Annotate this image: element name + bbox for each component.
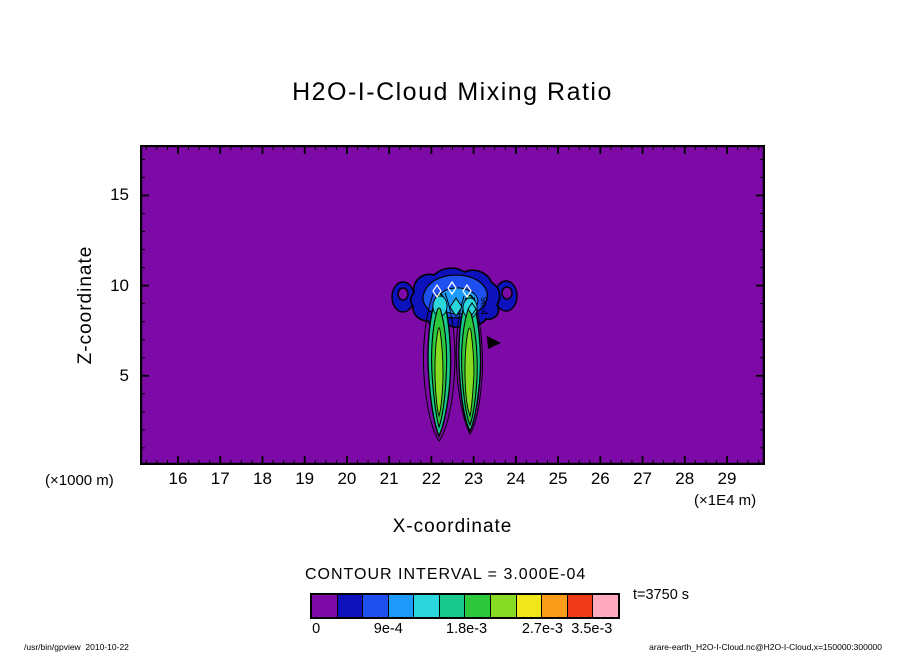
x-axis-tick-labels: 16 17 18 19 20 21 22 23 24 25 26 27 28 29 (140, 469, 765, 491)
colorbar-tick-label: 2.7e-3 (521, 621, 563, 637)
source-footer: arare-earth_H2O-I-Cloud.nc@H2O-I-Cloud,x… (649, 642, 882, 652)
colorbar-cell (362, 595, 388, 617)
cloud-curl-left (391, 281, 415, 313)
x-tick-label: 16 (168, 469, 188, 488)
diamond-outline-2 (447, 280, 457, 296)
x-tick-label: 26 (590, 469, 610, 488)
streak-halo-left (422, 292, 456, 442)
x-tick-label: 24 (506, 469, 526, 488)
colorbar-tick-label: 1.8e-3 (446, 621, 488, 637)
plot-frame (140, 145, 765, 465)
colorbar-cell (592, 595, 618, 617)
colorbar-tick-labels: 0 9e-4 1.8e-3 2.7e-3 3.5e-3 (310, 621, 617, 639)
colorbar-cell (336, 595, 363, 617)
colorbar-cell (413, 595, 439, 617)
chart-title: H2O-I-Cloud Mixing Ratio (292, 78, 613, 106)
fall-streak-right-core (464, 327, 475, 418)
x-tick-label: 29 (717, 469, 737, 488)
y-axis-unit: (×1000 m) (45, 472, 114, 489)
contour-interval-label: CONTOUR INTERVAL = 3.000E-04 (305, 566, 587, 583)
x-tick-label: 21 (379, 469, 399, 488)
x-axis-unit: (×1E4 m) (694, 492, 757, 509)
colorbar-cell (387, 595, 414, 617)
x-tick-label: 17 (210, 469, 230, 488)
x-tick-label: 22 (421, 469, 441, 488)
colorbar-cell (566, 595, 593, 617)
colorbar (310, 593, 620, 619)
cloud-contours: 9e-4 (391, 267, 518, 442)
x-tick-label: 25 (548, 469, 568, 488)
x-axis-title: X-coordinate (392, 516, 513, 537)
colorbar-cell (515, 595, 542, 617)
colorbar-cell (312, 595, 337, 617)
diamond-outline-3 (462, 283, 472, 299)
x-tick-label: 28 (675, 469, 695, 488)
colorbar-tick-label: 9e-4 (373, 621, 403, 637)
colorbar-cell (541, 595, 567, 617)
colorbar-tick-label: 0 (312, 621, 321, 637)
y-axis-tick-labels: 5 10 15 (92, 145, 129, 465)
contour-label-pointer (487, 336, 501, 349)
x-tick-label: 20 (337, 469, 357, 488)
x-tick-label: 19 (295, 469, 315, 488)
x-tick-label: 27 (633, 469, 652, 488)
contour-plot-canvas: 9e-4 (140, 145, 765, 465)
cloud-curl-right (494, 280, 518, 312)
colorbar-cell (490, 595, 516, 617)
y-tick-label: 5 (119, 365, 129, 385)
command-footer: /usr/bin/gpview 2010-10-22 (24, 642, 129, 652)
fall-streak-left-core (434, 327, 444, 418)
streak-halo-right (455, 295, 484, 435)
colorbar-cell (464, 595, 491, 617)
plot-area: 9e-4 (140, 145, 765, 465)
y-tick-label: 15 (110, 185, 129, 205)
contour-value-label: 9e-4 (479, 297, 489, 315)
diamond-contour-small (467, 302, 477, 316)
diamond-contour-center (449, 297, 463, 317)
x-tick-label: 18 (252, 469, 272, 488)
colorbar-cell (438, 595, 465, 617)
x-tick-label: 23 (464, 469, 484, 488)
colorbar-tick-label: 3.5e-3 (571, 621, 613, 637)
y-tick-label: 10 (110, 275, 129, 295)
time-label: t=3750 s (633, 587, 690, 603)
diamond-outline-1 (432, 283, 442, 299)
